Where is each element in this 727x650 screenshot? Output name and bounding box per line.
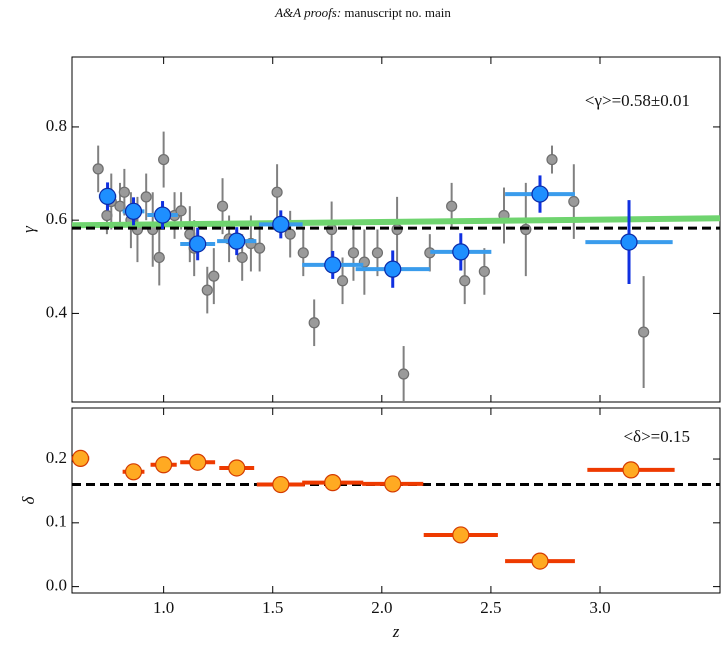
data-point xyxy=(324,474,342,492)
data-point xyxy=(254,242,266,254)
data-point xyxy=(531,552,549,570)
journal: A&A proofs: xyxy=(274,5,341,20)
plot-frame xyxy=(71,407,721,594)
data-point xyxy=(324,256,342,274)
data-point xyxy=(175,205,187,217)
data-point xyxy=(71,449,90,467)
data-point xyxy=(201,284,213,296)
data-point xyxy=(118,186,130,198)
data-point xyxy=(347,247,360,259)
data-point xyxy=(158,153,170,166)
x-tick-label: 1.5 xyxy=(262,598,283,617)
y-tick-label: 0.0 xyxy=(46,576,67,595)
data-point xyxy=(336,275,349,287)
y-axis-label: δ xyxy=(19,495,38,504)
data-point xyxy=(216,200,229,212)
data-point xyxy=(92,163,104,175)
data-point xyxy=(546,153,558,166)
y-tick-label: 0.1 xyxy=(46,512,67,531)
data-point xyxy=(398,368,410,380)
data-point xyxy=(384,475,402,493)
y-axis-label: γ xyxy=(19,225,38,233)
y-tick-label: 0.2 xyxy=(46,448,67,467)
data-point xyxy=(459,275,471,287)
data-point xyxy=(284,228,296,240)
data-point xyxy=(124,202,143,220)
data-point xyxy=(153,251,165,264)
x-tick-label: 2.0 xyxy=(371,598,392,617)
data-point xyxy=(371,247,384,259)
data-point xyxy=(189,453,207,471)
data-point xyxy=(531,185,549,203)
data-point xyxy=(620,233,638,251)
data-point xyxy=(452,526,470,544)
x-axis-label: z xyxy=(392,622,400,641)
manuscript: manuscript no. main xyxy=(344,5,451,20)
data-point xyxy=(271,186,283,198)
annotation: <δ>=0.15 xyxy=(623,427,690,446)
data-point xyxy=(478,265,490,278)
data-point xyxy=(384,260,402,278)
data-point xyxy=(155,456,173,474)
data-point xyxy=(638,326,650,338)
data-point xyxy=(272,215,290,233)
data-point xyxy=(446,200,458,212)
data-point xyxy=(272,475,290,494)
data-point xyxy=(98,187,117,205)
x-tick-label: 1.0 xyxy=(153,598,174,617)
data-point xyxy=(228,459,246,477)
page-header: A&A proofs: manuscript no. main xyxy=(274,5,451,20)
x-tick-label: 3.0 xyxy=(589,598,610,617)
data-point xyxy=(297,247,309,259)
data-point xyxy=(452,243,470,261)
y-tick-label: 0.8 xyxy=(46,116,67,135)
data-point xyxy=(568,195,580,208)
data-point xyxy=(189,235,207,253)
data-point xyxy=(236,251,248,264)
data-point xyxy=(622,461,640,479)
y-tick-label: 0.4 xyxy=(46,302,68,321)
reference-line xyxy=(71,215,721,229)
annotation: <γ>=0.58±0.01 xyxy=(585,91,690,110)
y-tick-label: 0.6 xyxy=(46,209,67,228)
data-point xyxy=(208,270,220,282)
data-point xyxy=(228,232,246,250)
data-point xyxy=(140,191,152,203)
x-tick-label: 2.5 xyxy=(480,598,501,617)
data-point xyxy=(153,206,172,224)
data-point xyxy=(124,463,143,481)
data-point xyxy=(308,317,320,329)
